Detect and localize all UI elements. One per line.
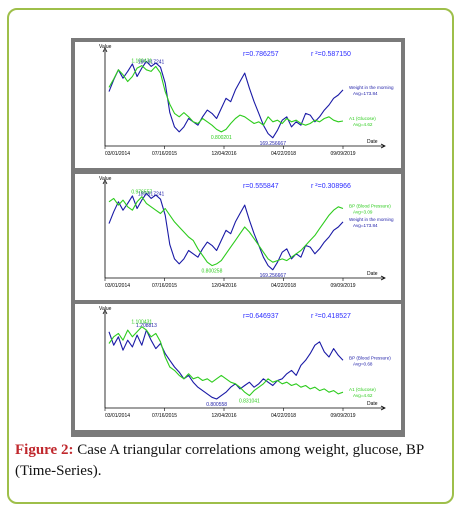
r-value: r=0.555847 (243, 183, 279, 190)
x-tick-label: 03/01/2014 (105, 151, 130, 157)
x-tick-label: 04/22/2018 (271, 283, 296, 289)
x-axis-label: Date (367, 139, 378, 145)
chart-panel-bp-glucose: Value Date 03/01/2014 07/16/2015 12/04/2016 0… (75, 304, 401, 430)
series-avg-label: Avg=173.84 (353, 223, 378, 228)
x-tick-label: 07/16/2015 (152, 413, 177, 419)
series-line (108, 65, 344, 133)
x-tick-label: 12/04/2016 (211, 413, 236, 419)
series-avg-label: Avg=0.68 (353, 361, 373, 366)
r-squared-value: r ²=0.587150 (311, 51, 351, 58)
series-name-label: BP (Blood Pressure) (349, 203, 391, 208)
series-name-label: A1 (Glucose) (349, 387, 376, 392)
series-line (108, 196, 344, 267)
data-point-label: 0.976557 (131, 190, 152, 196)
data-point-label: 1.208813 (136, 323, 157, 329)
y-axis-arrow (102, 179, 108, 185)
r-squared-value: r ²=0.418527 (311, 313, 351, 320)
x-tick-label: 09/09/2019 (330, 151, 355, 157)
x-tick-label: 03/01/2014 (105, 413, 130, 419)
y-axis-label: Value (99, 306, 112, 312)
figure-frame: Value Date 03/01/2014 07/16/2015 12/04/2016 0… (7, 8, 454, 504)
series-avg-label: Avg=4.62 (353, 122, 373, 127)
data-point-label: 169.256667 (260, 273, 287, 279)
figure-image: Value Date 03/01/2014 07/16/2015 12/04/2016 0… (71, 38, 405, 437)
series-name-label: A1 (Glucose) (349, 116, 376, 121)
x-axis-arrow (380, 405, 386, 411)
figure-caption-text: Case A triangular correlations among wei… (15, 442, 424, 479)
series-line (108, 60, 344, 139)
series-name-label: Weight in the morning (349, 217, 394, 222)
x-axis-label: Date (367, 401, 378, 407)
chart-svg: Value Date 03/01/2014 07/16/2015 12/04/2016 0… (99, 306, 391, 419)
x-tick-label: 07/16/2015 (152, 151, 177, 157)
x-tick-label: 12/04/2016 (211, 151, 236, 157)
x-tick-label: 04/22/2018 (271, 413, 296, 419)
x-tick-label: 09/09/2019 (330, 283, 355, 289)
data-point-label: 180.917241 (138, 59, 165, 65)
y-axis-label: Value (99, 176, 112, 182)
x-tick-label: 12/04/2016 (211, 283, 236, 289)
r-value: r=0.646937 (243, 313, 279, 320)
series-avg-label: Avg=4.62 (353, 393, 373, 398)
y-axis-arrow (102, 47, 108, 53)
x-tick-label: 04/22/2018 (271, 151, 296, 157)
chart-panel-weight-bp: Value Date 03/01/2014 07/16/2015 12/04/2016 0… (75, 174, 401, 300)
data-point-label: 169.256667 (260, 141, 287, 147)
x-axis-arrow (380, 275, 386, 281)
figure-caption-label: Figure 2: (15, 442, 74, 458)
figure-caption: Figure 2: Case A triangular correlations… (15, 440, 445, 482)
series-avg-label: Avg=3.09 (353, 209, 373, 214)
series-line (108, 192, 344, 271)
series-name-label: BP (Blood Pressure) (349, 355, 391, 360)
r-squared-value: r ²=0.308966 (311, 183, 351, 190)
x-axis-arrow (380, 143, 386, 149)
data-point-label: 0.800558 (206, 402, 227, 408)
chart-svg: Value Date 03/01/2014 07/16/2015 12/04/2016 0… (99, 176, 394, 289)
x-tick-label: 09/09/2019 (330, 413, 355, 419)
r-value: r=0.786257 (243, 51, 279, 58)
series-avg-label: Avg=173.84 (353, 91, 378, 96)
data-point-label: 0.831041 (239, 399, 260, 405)
data-point-label: 1.100431 (131, 59, 152, 65)
chart-panel-weight-glucose: Value Date 03/01/2014 07/16/2015 12/04/2016 0… (75, 42, 401, 168)
data-point-label: 180.917241 (138, 191, 165, 197)
y-axis-label: Value (99, 44, 112, 50)
chart-svg: Value Date 03/01/2014 07/16/2015 12/04/2016 0… (99, 44, 394, 157)
data-point-label: 0.800201 (211, 135, 232, 141)
data-point-label: 0.800258 (202, 269, 223, 275)
series-line (108, 326, 344, 397)
series-name-label: Weight in the morning (349, 85, 394, 90)
x-tick-label: 07/16/2015 (152, 283, 177, 289)
x-tick-label: 03/01/2014 (105, 283, 130, 289)
x-axis-label: Date (367, 271, 378, 277)
data-point-label: 1.100431 (131, 320, 152, 326)
series-line (108, 329, 344, 400)
y-axis-arrow (102, 309, 108, 315)
